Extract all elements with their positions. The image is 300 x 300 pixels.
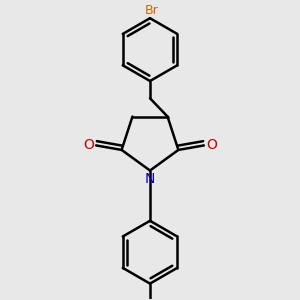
- Text: O: O: [206, 138, 217, 152]
- Text: Br: Br: [145, 4, 158, 17]
- Text: N: N: [145, 172, 155, 186]
- Text: O: O: [83, 138, 94, 152]
